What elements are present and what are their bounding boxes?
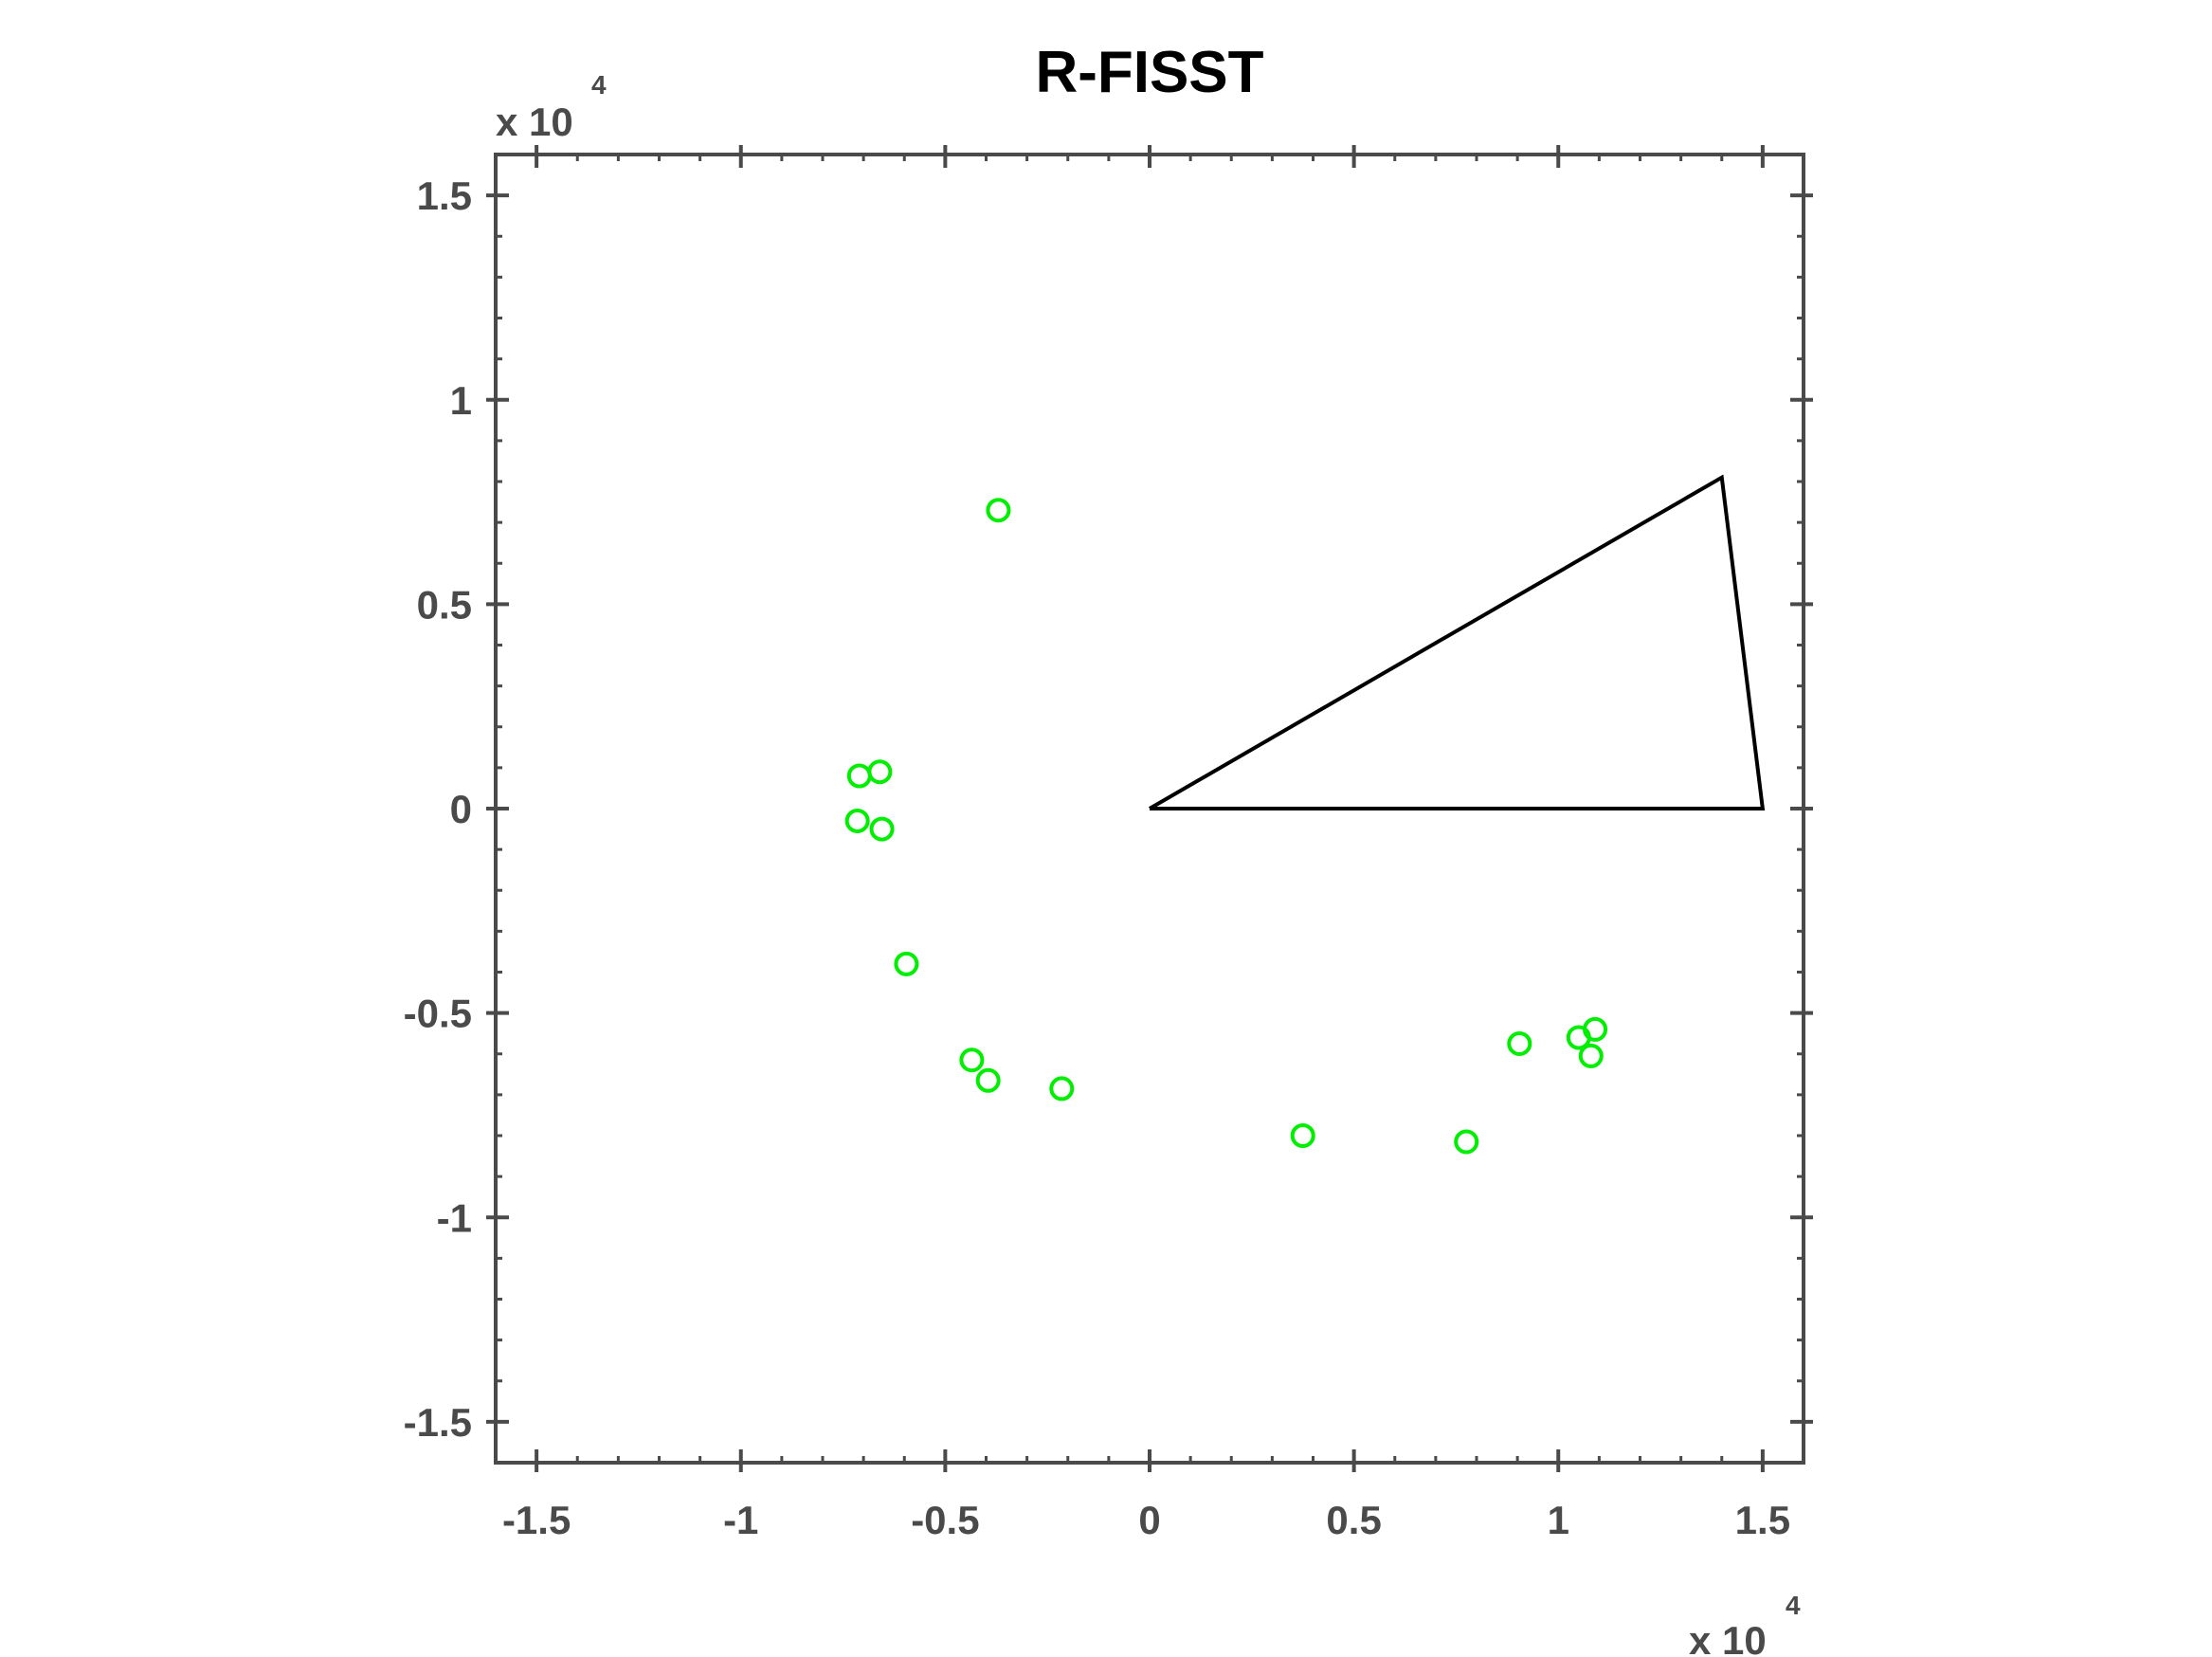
y-multiplier-base: x 10 — [496, 100, 573, 144]
scatter-point — [1507, 1030, 1532, 1056]
x-multiplier-base: x 10 — [1689, 1618, 1767, 1657]
x-tick-label: -1.5 — [502, 1498, 571, 1542]
scatter-point — [867, 759, 893, 785]
y-tick-label: 1 — [450, 378, 472, 423]
plot-area: -1.5 -1 -0.5 0 0.5 1 1.5 -1.5 -1 -0.5 0 0.5 1 1.5 — [404, 145, 1813, 1542]
scatter-point — [869, 816, 895, 842]
x-tick-label: -1 — [723, 1498, 758, 1542]
scatter-point — [959, 1047, 985, 1073]
y-axis-multiplier: x 10 4 — [496, 70, 607, 144]
chart-title: R-FISST — [1035, 40, 1263, 105]
x-multiplier-exponent: 4 — [1786, 1591, 1801, 1620]
y-tick-label: -1.5 — [404, 1400, 472, 1445]
x-tick-label: 0.5 — [1326, 1498, 1381, 1542]
scatter-point — [975, 1067, 1001, 1093]
y-multiplier-exponent: 4 — [591, 70, 607, 100]
scatter-point — [1583, 1016, 1608, 1042]
x-tick-label: 0 — [1138, 1498, 1160, 1542]
sensor-field-of-view-triangle — [1148, 474, 1766, 810]
scatter-point — [1578, 1043, 1604, 1068]
scatter-point — [986, 498, 1011, 523]
scatter-point — [894, 951, 919, 976]
x-axis-multiplier: x 10 4 — [1689, 1591, 1801, 1657]
scatter-point — [1454, 1129, 1479, 1155]
y-tick-label: -0.5 — [404, 992, 472, 1036]
x-tick-label: 1 — [1548, 1498, 1569, 1542]
x-tick-label: -0.5 — [911, 1498, 979, 1542]
scatter-point — [1290, 1123, 1315, 1148]
y-tick-label: 0 — [450, 787, 472, 831]
scatter-point — [1049, 1076, 1075, 1102]
scatter-point — [846, 763, 872, 789]
y-tick-label: 0.5 — [417, 582, 472, 627]
y-tick-label: 1.5 — [417, 173, 472, 218]
x-tick-label: 1.5 — [1735, 1498, 1790, 1542]
y-tick-label: -1 — [437, 1195, 472, 1240]
scatter-point — [844, 808, 870, 833]
